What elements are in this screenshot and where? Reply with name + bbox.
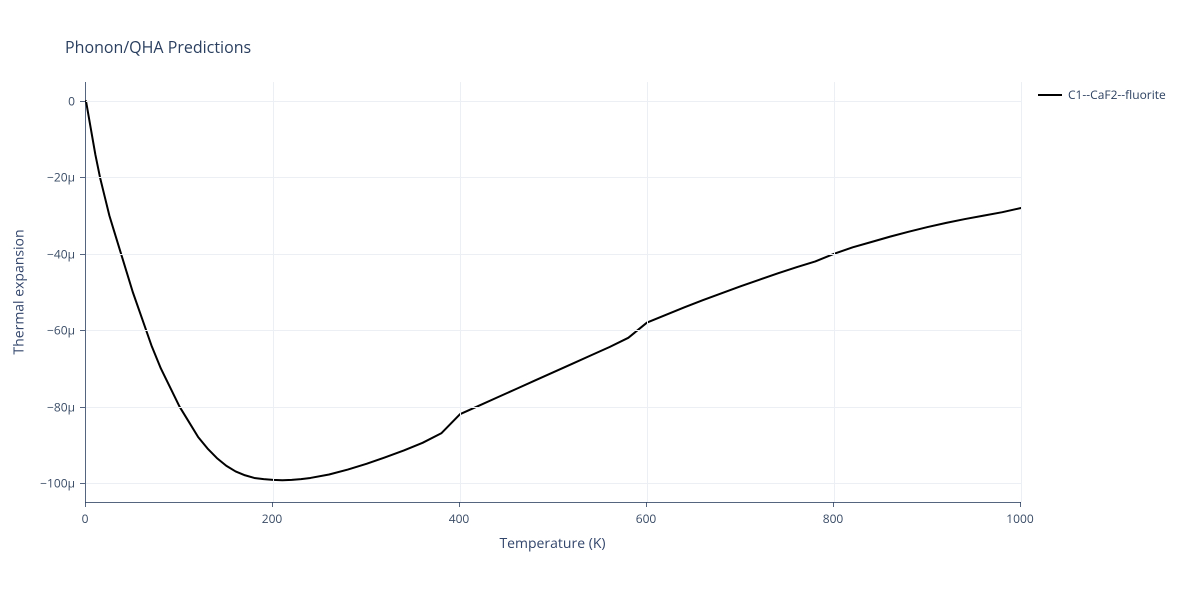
gridline-vertical (273, 82, 274, 502)
gridline-horizontal (86, 330, 1021, 331)
x-tick-mark (459, 502, 460, 507)
legend-swatch (1038, 94, 1062, 96)
y-tick-label: −20μ (35, 169, 75, 186)
gridline-horizontal (86, 254, 1021, 255)
gridline-vertical (1021, 82, 1022, 502)
line-series-svg (86, 82, 1021, 502)
y-tick-mark (80, 483, 85, 484)
x-tick-label: 1000 (1006, 510, 1033, 527)
gridline-vertical (460, 82, 461, 502)
gridline-vertical (834, 82, 835, 502)
series-line (86, 101, 1021, 480)
x-tick-label: 800 (823, 510, 844, 527)
x-tick-mark (1020, 502, 1021, 507)
y-tick-mark (80, 177, 85, 178)
gridline-vertical (647, 82, 648, 502)
gridline-horizontal (86, 407, 1021, 408)
y-tick-mark (80, 101, 85, 102)
plot-area (85, 82, 1021, 503)
y-tick-label: −100μ (35, 474, 75, 491)
x-tick-label: 0 (82, 510, 89, 527)
y-axis-label: Thermal expansion (10, 229, 29, 354)
x-tick-mark (272, 502, 273, 507)
gridline-horizontal (86, 483, 1021, 484)
y-tick-mark (80, 407, 85, 408)
y-tick-mark (80, 330, 85, 331)
y-tick-mark (80, 254, 85, 255)
gridline-horizontal (86, 101, 1021, 102)
x-axis-label: Temperature (K) (499, 534, 605, 553)
y-tick-label: −60μ (35, 322, 75, 339)
x-tick-mark (833, 502, 834, 507)
y-tick-label: 0 (35, 93, 75, 110)
x-tick-label: 400 (449, 510, 470, 527)
gridline-horizontal (86, 177, 1021, 178)
legend-label: C1--CaF2--fluorite (1068, 86, 1166, 103)
x-tick-mark (85, 502, 86, 507)
chart-root: Phonon/QHA Predictions Temperature (K) T… (0, 0, 1200, 600)
legend: C1--CaF2--fluorite (1038, 86, 1166, 103)
y-tick-label: −40μ (35, 245, 75, 262)
y-tick-label: −80μ (35, 398, 75, 415)
x-tick-label: 600 (636, 510, 657, 527)
legend-item[interactable]: C1--CaF2--fluorite (1038, 86, 1166, 103)
x-tick-label: 200 (262, 510, 283, 527)
x-tick-mark (646, 502, 647, 507)
chart-title: Phonon/QHA Predictions (65, 36, 251, 58)
